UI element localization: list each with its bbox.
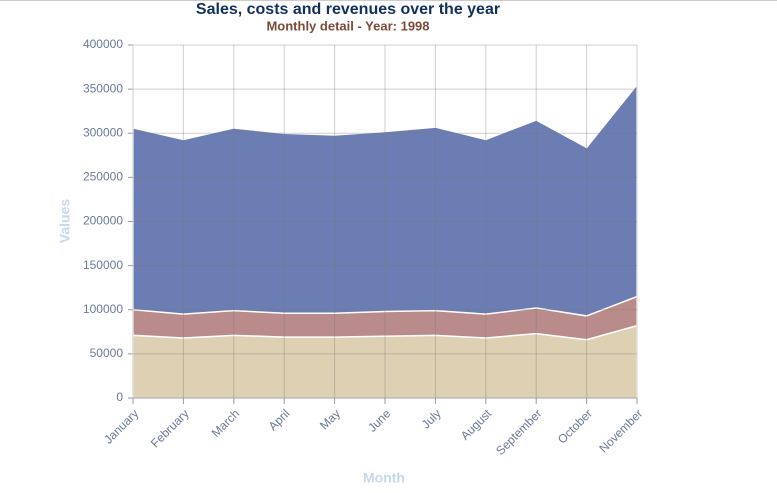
y-tick-label: 100000	[83, 302, 123, 316]
x-axis-label: Month	[363, 470, 405, 486]
y-tick-label: 350000	[83, 81, 123, 95]
y-tick-label: 200000	[83, 214, 123, 228]
x-tick-label: March	[209, 406, 242, 439]
y-tick-label: 250000	[83, 170, 123, 184]
x-tick-label: April	[266, 406, 293, 433]
x-tick-label: October	[555, 406, 595, 446]
chart-subtitle: Monthly detail - Year: 1998	[266, 18, 429, 33]
x-tick-label: November	[596, 406, 645, 455]
y-tick-label: 400000	[83, 37, 123, 51]
y-tick-label: 0	[116, 390, 123, 404]
y-axis-label: Values	[57, 199, 73, 244]
chart-title: Sales, costs and revenues over the year	[196, 1, 500, 18]
x-tick-label: February	[148, 406, 192, 450]
x-tick-label: July	[419, 406, 444, 431]
y-tick-label: 50000	[90, 346, 124, 360]
x-tick-label: June	[365, 406, 394, 435]
y-tick-label: 150000	[83, 258, 123, 272]
x-tick-label: September	[493, 406, 544, 457]
x-tick-label: August	[458, 406, 495, 443]
area	[132, 324, 638, 399]
x-tick-label: May	[317, 406, 343, 432]
x-tick-label: January	[101, 406, 141, 446]
y-tick-label: 300000	[83, 125, 123, 139]
